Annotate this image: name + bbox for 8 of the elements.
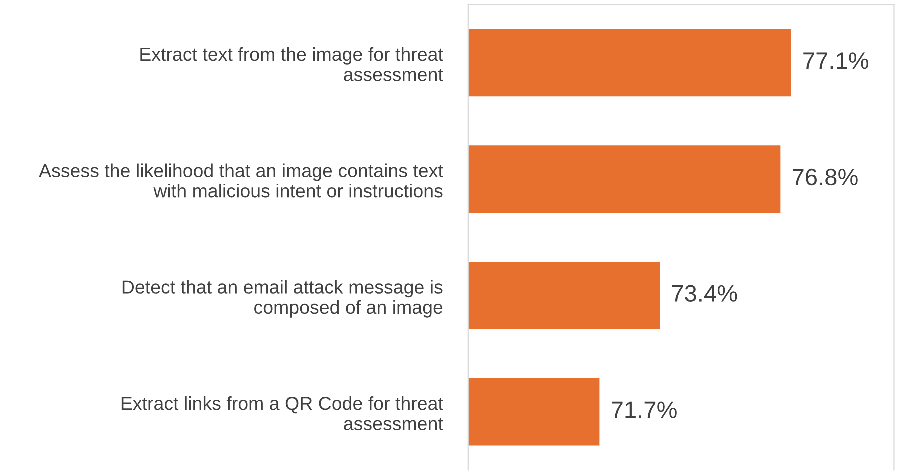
y-tick-label: Extract text from the image for threat assessment: [140, 47, 444, 82]
y-tick-label: Extract links from a QR Code for threat assessment: [122, 396, 444, 430]
data-label: 77.1%: [804, 52, 869, 70]
data-label: 73.4%: [672, 285, 738, 302]
y-tick-label: Detect that an email attack message is composed of an image: [122, 280, 443, 318]
data-label: 71.7%: [612, 402, 677, 418]
y-tick-label: Assess the likelihood that an image contains text with malicious intent or instructions: [39, 164, 444, 198]
data-label: 76.8%: [792, 168, 858, 186]
